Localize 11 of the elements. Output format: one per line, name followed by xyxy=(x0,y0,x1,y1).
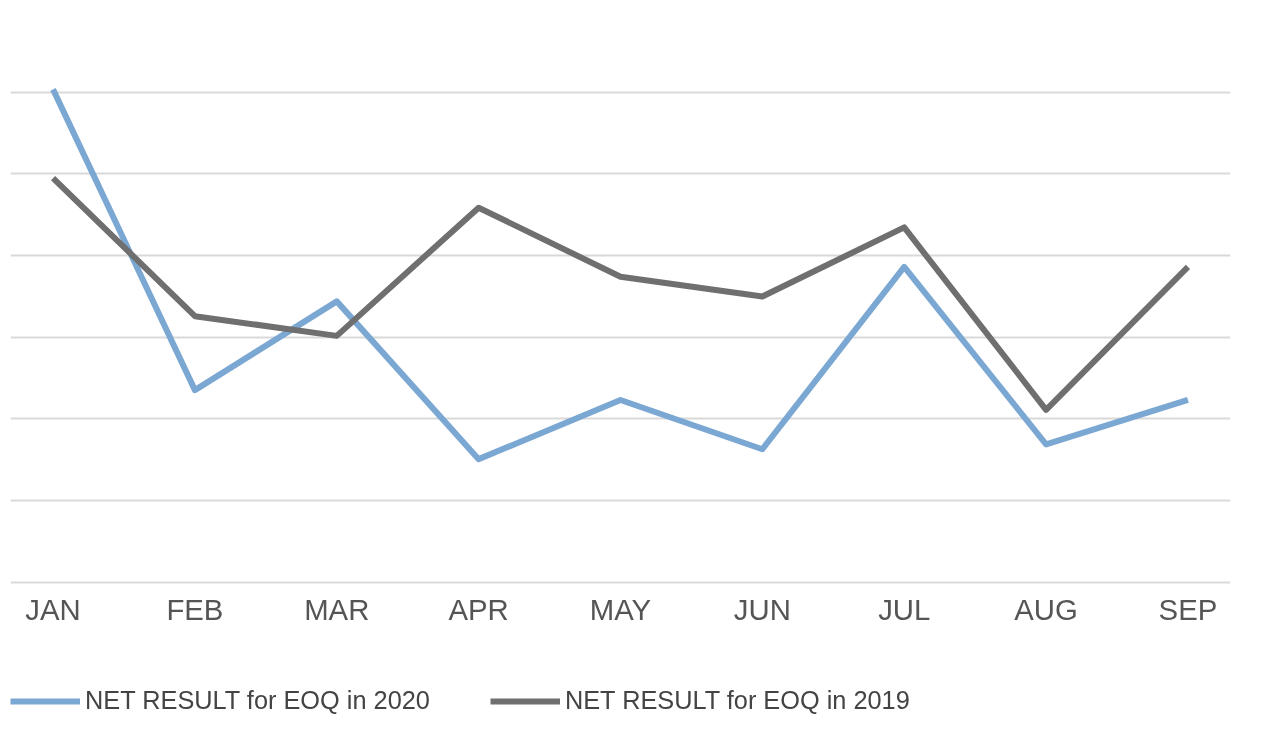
x-tick-label: MAY xyxy=(589,593,652,627)
x-tick-label: SEP xyxy=(1158,593,1218,627)
legend-label: NET RESULT for EOQ in 2019 xyxy=(564,686,910,715)
x-tick-label: JUN xyxy=(733,593,791,627)
x-tick-label: AUG xyxy=(1014,593,1078,627)
x-tick-label: FEB xyxy=(166,593,224,627)
x-tick-label: MAR xyxy=(304,593,370,627)
legend-label: NET RESULT for EOQ in 2020 xyxy=(85,686,430,715)
x-tick-label: JAN xyxy=(25,593,81,627)
x-tick-label: APR xyxy=(448,593,509,627)
x-tick-label: JUL xyxy=(878,593,931,627)
